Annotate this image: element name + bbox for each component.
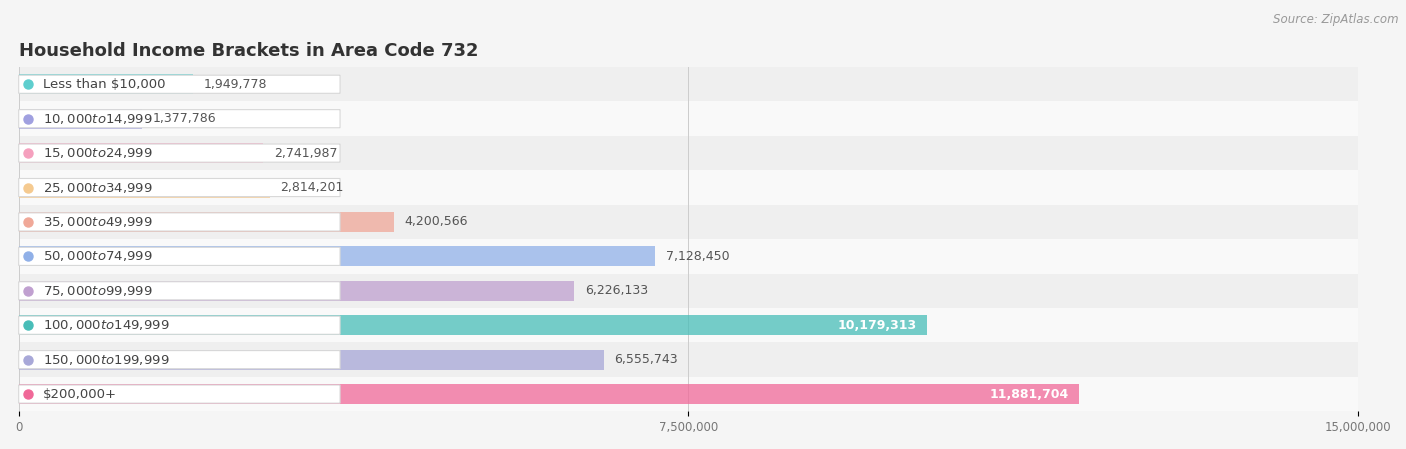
Bar xyxy=(18,350,605,370)
FancyBboxPatch shape xyxy=(18,316,340,335)
Text: 6,226,133: 6,226,133 xyxy=(585,284,648,297)
Bar xyxy=(18,101,1358,136)
FancyBboxPatch shape xyxy=(18,110,340,128)
FancyBboxPatch shape xyxy=(18,75,340,93)
Text: 10,179,313: 10,179,313 xyxy=(838,319,917,332)
Text: $25,000 to $34,999: $25,000 to $34,999 xyxy=(42,180,152,194)
Bar xyxy=(18,205,1358,239)
FancyBboxPatch shape xyxy=(18,247,340,265)
Text: $200,000+: $200,000+ xyxy=(42,387,117,401)
Text: 6,555,743: 6,555,743 xyxy=(614,353,678,366)
Bar xyxy=(18,239,1358,273)
Text: $50,000 to $74,999: $50,000 to $74,999 xyxy=(42,249,152,264)
FancyBboxPatch shape xyxy=(18,144,340,162)
Bar xyxy=(18,136,1358,170)
Text: Less than $10,000: Less than $10,000 xyxy=(42,78,166,91)
Text: Source: ZipAtlas.com: Source: ZipAtlas.com xyxy=(1274,13,1399,26)
Bar xyxy=(18,273,1358,308)
Bar xyxy=(18,384,1080,404)
Bar xyxy=(18,170,1358,205)
Text: $100,000 to $149,999: $100,000 to $149,999 xyxy=(42,318,169,332)
FancyBboxPatch shape xyxy=(18,282,340,300)
Bar xyxy=(18,377,1358,411)
Bar xyxy=(18,67,1358,101)
FancyBboxPatch shape xyxy=(18,351,340,369)
Bar xyxy=(18,212,394,232)
Bar xyxy=(18,315,928,335)
Bar xyxy=(18,109,142,129)
Bar xyxy=(18,74,193,94)
FancyBboxPatch shape xyxy=(18,213,340,231)
Bar xyxy=(18,343,1358,377)
FancyBboxPatch shape xyxy=(18,178,340,197)
Text: Household Income Brackets in Area Code 732: Household Income Brackets in Area Code 7… xyxy=(18,42,478,60)
FancyBboxPatch shape xyxy=(18,385,340,403)
Bar xyxy=(18,177,270,198)
Text: $15,000 to $24,999: $15,000 to $24,999 xyxy=(42,146,152,160)
Text: 4,200,566: 4,200,566 xyxy=(405,216,468,229)
Text: 11,881,704: 11,881,704 xyxy=(990,387,1069,401)
Bar xyxy=(18,247,655,266)
Text: 1,377,786: 1,377,786 xyxy=(152,112,217,125)
Text: 2,741,987: 2,741,987 xyxy=(274,147,337,159)
Bar xyxy=(18,308,1358,343)
Bar xyxy=(18,143,263,163)
Text: $75,000 to $99,999: $75,000 to $99,999 xyxy=(42,284,152,298)
Text: 1,949,778: 1,949,778 xyxy=(204,78,267,91)
Text: 2,814,201: 2,814,201 xyxy=(281,181,344,194)
Text: 7,128,450: 7,128,450 xyxy=(665,250,730,263)
Text: $150,000 to $199,999: $150,000 to $199,999 xyxy=(42,352,169,367)
Text: $10,000 to $14,999: $10,000 to $14,999 xyxy=(42,112,152,126)
Text: $35,000 to $49,999: $35,000 to $49,999 xyxy=(42,215,152,229)
Bar xyxy=(18,281,575,301)
